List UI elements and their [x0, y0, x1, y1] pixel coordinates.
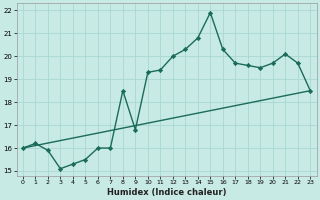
X-axis label: Humidex (Indice chaleur): Humidex (Indice chaleur): [107, 188, 226, 197]
